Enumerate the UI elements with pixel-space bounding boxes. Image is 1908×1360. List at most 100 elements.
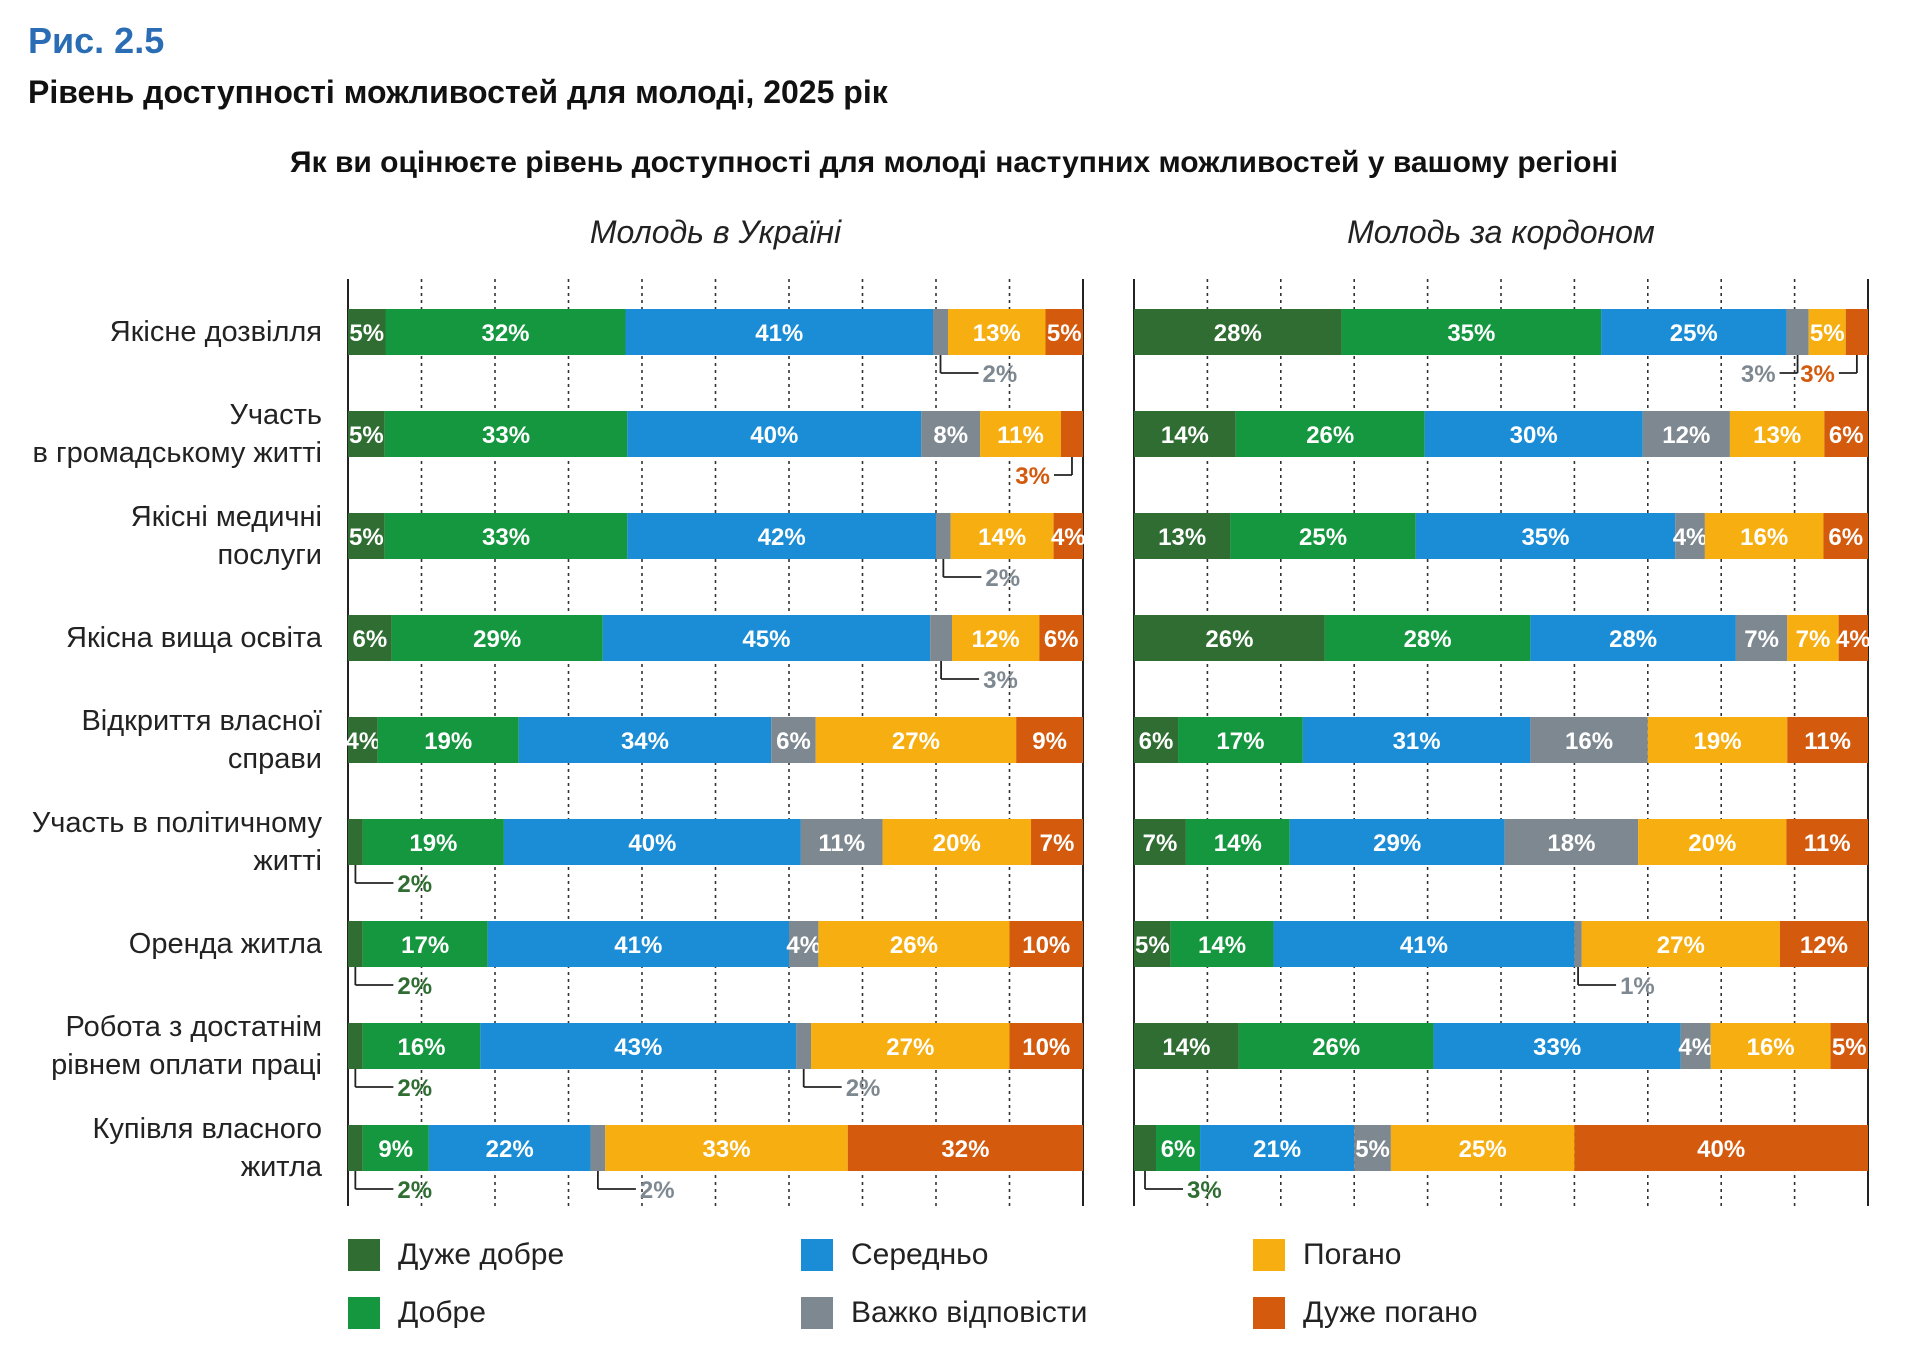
figure-number: Рис. 2.5 [28,20,165,61]
bar-segment [1016,717,1083,763]
data-label: 12% [972,626,1020,653]
data-label: 25% [1299,524,1347,551]
data-label: 27% [1657,932,1705,959]
data-label: 17% [1216,728,1264,755]
bar-segment [789,921,819,967]
data-label: 32% [481,320,529,347]
bar-segment [377,717,519,763]
bar-segment [1134,411,1236,457]
chart-title: Як ви оцінюєте рівень доступності для мо… [290,146,1618,179]
data-label: 41% [755,320,803,347]
figure-title: Рівень доступності можливостей для молод… [28,74,888,110]
data-label: 2% [397,1075,432,1102]
bar-segment [1170,921,1274,967]
category-label: Участь в громадському житті [32,399,322,469]
bar-segment [428,1125,591,1171]
data-label: 26% [1312,1034,1360,1061]
bar-segment [1787,615,1839,661]
bar-segment [362,921,488,967]
data-label: 2% [983,361,1018,388]
bar-segment [1845,309,1868,355]
data-label: 4% [1051,524,1086,551]
bar-segment [625,309,933,355]
data-label: 6% [1828,524,1863,551]
data-label: 5% [1047,320,1082,347]
bar-segment [1185,819,1290,865]
data-label: 40% [1697,1136,1745,1163]
bar-segment [1009,1023,1083,1069]
data-label: 6% [352,626,387,653]
data-label: 28% [1214,320,1262,347]
bar-segment [348,717,378,763]
category-label: Участь в політичному житті [31,807,322,877]
data-label: 14% [1162,1034,1210,1061]
data-label: 13% [1158,524,1206,551]
bar-segment [811,1023,1010,1069]
bar-segment [1838,615,1868,661]
data-label: 33% [703,1136,751,1163]
bar-segment [348,1125,363,1171]
bar-segment [930,615,953,661]
bar-segment [1581,921,1780,967]
bar-segment [1504,819,1639,865]
bar-segment [1053,513,1083,559]
bar-segment [1574,921,1582,967]
data-label: 6% [776,728,811,755]
data-label: 16% [397,1034,445,1061]
data-label: 28% [1404,626,1452,653]
bar-segment [818,921,1010,967]
bar-segment [1031,819,1083,865]
data-label: 11% [818,830,865,857]
bar-segment [1530,615,1736,661]
data-label: 41% [1400,932,1448,959]
data-label: 3% [1741,361,1776,388]
bar-segment [771,717,816,763]
data-label: 43% [614,1034,662,1061]
bar-segment [1824,411,1868,457]
data-label: 40% [628,830,676,857]
bar-segment [1415,513,1676,559]
data-label: 10% [1022,1034,1070,1061]
data-label: 6% [1829,422,1864,449]
bar-segment [1779,921,1868,967]
data-label: 32% [941,1136,989,1163]
bar-segment [1574,1125,1868,1171]
bar-segment [948,309,1046,355]
bar-segment [348,615,392,661]
bar-segment [1230,513,1416,559]
data-label: 7% [1143,830,1178,857]
bar-segment [1238,1023,1434,1069]
data-label: 30% [1510,422,1558,449]
panel-title-ukraine: Молодь в Україні [589,214,842,250]
data-label: 3% [1800,361,1835,388]
data-label: 6% [1139,728,1174,755]
bar-segment [1273,921,1575,967]
bar-segment [980,411,1061,457]
legend-swatch [1253,1297,1285,1329]
category-label: Якісна вища освіта [66,622,322,654]
data-label: 27% [892,728,940,755]
bar-segment [1134,1023,1239,1069]
data-label: 34% [621,728,669,755]
bar-segment [1680,1023,1711,1069]
data-label: 2% [640,1177,675,1204]
data-label: 22% [486,1136,534,1163]
legend-item: Важко відповісти [801,1296,1087,1330]
data-label: 33% [482,524,530,551]
data-label: 40% [750,422,798,449]
legend-swatch [801,1297,833,1329]
data-label: 20% [1688,830,1736,857]
bar-segment [1823,513,1868,559]
data-label: 12% [1800,932,1848,959]
legend-label: Важко відповісти [851,1296,1088,1329]
data-label: 21% [1253,1136,1301,1163]
legend-label: Добре [398,1296,486,1329]
data-label: 18% [1547,830,1595,857]
data-label: 13% [1753,422,1801,449]
data-label: 35% [1521,524,1569,551]
bar-segment [1647,717,1788,763]
data-label: 5% [1832,1034,1867,1061]
data-label: 14% [1161,422,1209,449]
data-label: 33% [1533,1034,1581,1061]
data-label: 42% [758,524,806,551]
